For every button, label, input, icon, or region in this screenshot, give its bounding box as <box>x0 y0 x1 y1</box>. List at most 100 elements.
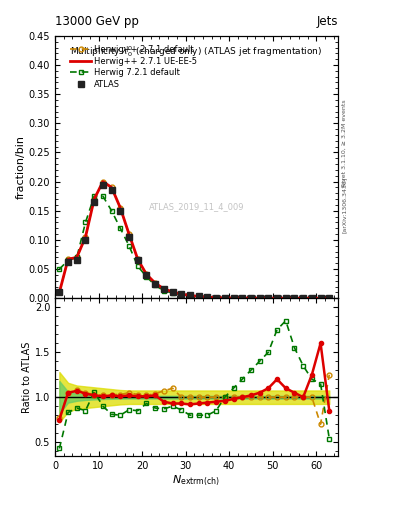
ATLAS <box>144 272 149 278</box>
Herwig++ 2.7.1 UE-EE-5 <box>170 289 175 295</box>
ATLAS <box>292 295 297 301</box>
ATLAS <box>162 286 166 292</box>
Herwig++ 2.7.1 default <box>127 231 131 237</box>
Herwig 7.2.1 default <box>92 193 97 199</box>
Herwig++ 2.7.1 UE-EE-5 <box>301 295 305 301</box>
Herwig++ 2.7.1 default <box>83 234 88 240</box>
ATLAS <box>310 295 314 301</box>
Herwig++ 2.7.1 default <box>153 280 158 286</box>
Herwig++ 2.7.1 default <box>214 294 219 301</box>
Herwig 7.2.1 default <box>135 263 140 269</box>
Text: Rivet 3.1.10, ≥ 3.2M events: Rivet 3.1.10, ≥ 3.2M events <box>342 99 347 187</box>
Herwig 7.2.1 default <box>57 266 62 272</box>
Herwig++ 2.7.1 UE-EE-5 <box>275 295 279 301</box>
Herwig++ 2.7.1 UE-EE-5 <box>66 256 70 262</box>
Herwig++ 2.7.1 default <box>292 295 297 301</box>
Herwig++ 2.7.1 default <box>248 295 253 301</box>
Herwig++ 2.7.1 default <box>283 295 288 301</box>
ATLAS <box>109 187 114 194</box>
Herwig 7.2.1 default <box>222 295 227 301</box>
Herwig++ 2.7.1 default <box>74 254 79 261</box>
Herwig 7.2.1 default <box>240 295 244 301</box>
Herwig 7.2.1 default <box>196 294 201 300</box>
ATLAS <box>127 234 131 240</box>
ATLAS <box>257 295 262 301</box>
Herwig 7.2.1 default <box>109 208 114 214</box>
Herwig 7.2.1 default <box>248 295 253 301</box>
Herwig 7.2.1 default <box>275 295 279 301</box>
ATLAS <box>283 295 288 301</box>
Herwig 7.2.1 default <box>327 295 332 301</box>
Herwig++ 2.7.1 UE-EE-5 <box>240 295 244 301</box>
Herwig 7.2.1 default <box>179 292 184 298</box>
Herwig++ 2.7.1 UE-EE-5 <box>57 289 62 295</box>
Herwig++ 2.7.1 UE-EE-5 <box>196 293 201 300</box>
Herwig++ 2.7.1 UE-EE-5 <box>283 295 288 301</box>
Line: Herwig 7.2.1 default: Herwig 7.2.1 default <box>57 194 332 301</box>
Herwig++ 2.7.1 UE-EE-5 <box>118 205 123 211</box>
Herwig++ 2.7.1 UE-EE-5 <box>222 295 227 301</box>
ATLAS <box>179 291 184 297</box>
ATLAS <box>66 259 70 265</box>
Herwig 7.2.1 default <box>74 254 79 261</box>
Herwig++ 2.7.1 UE-EE-5 <box>187 292 192 298</box>
ATLAS <box>101 181 105 187</box>
Herwig++ 2.7.1 default <box>57 289 62 295</box>
Herwig 7.2.1 default <box>144 273 149 280</box>
ATLAS <box>222 295 227 301</box>
Herwig 7.2.1 default <box>205 294 210 301</box>
Herwig 7.2.1 default <box>310 295 314 301</box>
Herwig++ 2.7.1 UE-EE-5 <box>214 294 219 301</box>
Herwig 7.2.1 default <box>318 295 323 301</box>
Herwig++ 2.7.1 UE-EE-5 <box>179 291 184 297</box>
Herwig 7.2.1 default <box>66 257 70 263</box>
Herwig++ 2.7.1 UE-EE-5 <box>135 256 140 262</box>
Herwig 7.2.1 default <box>127 243 131 249</box>
Herwig++ 2.7.1 default <box>101 179 105 185</box>
Y-axis label: fraction/bin: fraction/bin <box>16 135 26 199</box>
Herwig++ 2.7.1 default <box>66 256 70 262</box>
Herwig 7.2.1 default <box>301 295 305 301</box>
Herwig++ 2.7.1 default <box>170 289 175 295</box>
ATLAS <box>231 295 236 301</box>
Herwig++ 2.7.1 default <box>109 184 114 190</box>
Text: [arXiv:1306.3436]: [arXiv:1306.3436] <box>342 177 347 233</box>
Herwig 7.2.1 default <box>266 295 271 301</box>
Herwig++ 2.7.1 default <box>135 256 140 262</box>
Herwig++ 2.7.1 UE-EE-5 <box>231 295 236 301</box>
ATLAS <box>118 208 123 214</box>
Text: ATLAS_2019_11_4_009: ATLAS_2019_11_4_009 <box>149 202 244 211</box>
Herwig++ 2.7.1 UE-EE-5 <box>109 184 114 190</box>
Herwig++ 2.7.1 default <box>187 292 192 298</box>
Herwig++ 2.7.1 default <box>162 286 166 292</box>
ATLAS <box>214 294 219 301</box>
ATLAS <box>74 257 79 263</box>
Herwig++ 2.7.1 UE-EE-5 <box>74 254 79 261</box>
ATLAS <box>301 295 305 301</box>
Herwig 7.2.1 default <box>283 295 288 301</box>
Herwig++ 2.7.1 default <box>205 294 210 300</box>
ATLAS <box>170 289 175 295</box>
Y-axis label: Ratio to ATLAS: Ratio to ATLAS <box>22 342 32 413</box>
Herwig++ 2.7.1 UE-EE-5 <box>162 286 166 292</box>
Herwig 7.2.1 default <box>83 219 88 225</box>
ATLAS <box>318 295 323 301</box>
Herwig++ 2.7.1 default <box>222 295 227 301</box>
Herwig 7.2.1 default <box>170 290 175 296</box>
Herwig 7.2.1 default <box>292 295 297 301</box>
Herwig++ 2.7.1 UE-EE-5 <box>310 295 314 301</box>
Herwig++ 2.7.1 UE-EE-5 <box>318 295 323 301</box>
Herwig++ 2.7.1 default <box>231 295 236 301</box>
Herwig++ 2.7.1 default <box>327 295 332 301</box>
Herwig++ 2.7.1 UE-EE-5 <box>127 231 131 237</box>
ATLAS <box>83 237 88 243</box>
ATLAS <box>92 199 97 205</box>
Herwig++ 2.7.1 default <box>144 271 149 278</box>
Herwig++ 2.7.1 default <box>301 295 305 301</box>
Herwig++ 2.7.1 default <box>92 196 97 202</box>
Herwig 7.2.1 default <box>101 193 105 199</box>
Line: Herwig++ 2.7.1 default: Herwig++ 2.7.1 default <box>57 179 332 301</box>
Line: ATLAS: ATLAS <box>57 182 332 301</box>
Herwig 7.2.1 default <box>187 293 192 299</box>
Herwig++ 2.7.1 UE-EE-5 <box>101 179 105 185</box>
